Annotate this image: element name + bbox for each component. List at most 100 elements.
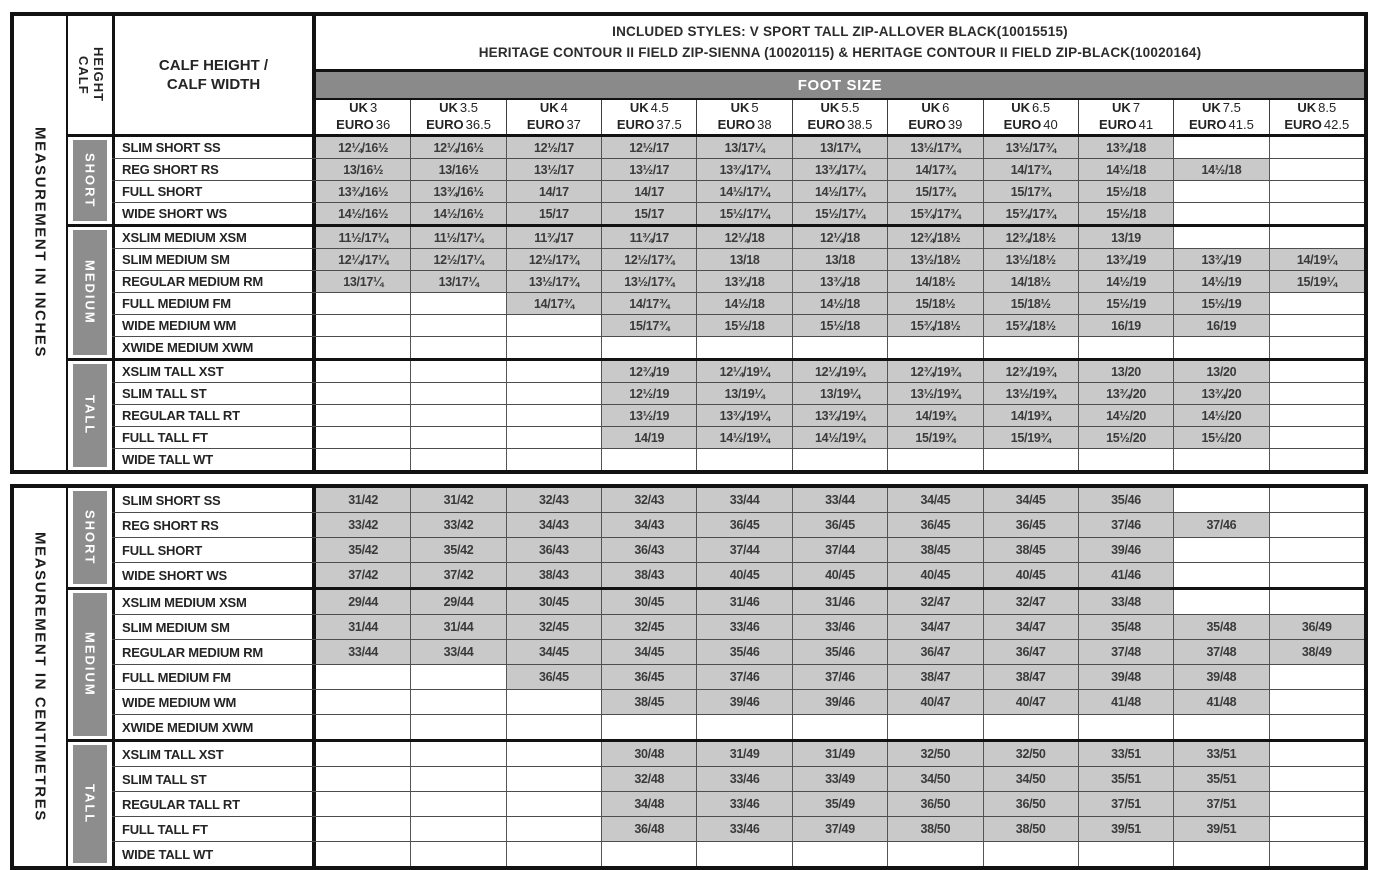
size-cell: 12¼/18 bbox=[792, 227, 889, 248]
size-cell: 14/18½ bbox=[888, 271, 984, 292]
size-cell bbox=[1269, 842, 1364, 866]
size-cell: 33/46 bbox=[697, 817, 793, 841]
row-label: FULL TALL FT bbox=[112, 427, 316, 448]
uk-size-header-cell: UK 5 EURO 38 bbox=[697, 100, 793, 134]
uk-size-prefix: UK bbox=[349, 100, 368, 116]
measurement-inches-side-column: MEASUREMENT IN INCHES bbox=[14, 16, 68, 470]
uk-size-prefix: UK bbox=[1201, 100, 1221, 116]
uk-size-prefix: UK bbox=[629, 100, 649, 116]
size-cell bbox=[411, 842, 507, 866]
size-cell bbox=[1078, 842, 1175, 866]
size-cell: 40/45 bbox=[792, 563, 889, 587]
size-cell: 37/44 bbox=[697, 538, 793, 562]
size-cell: 12½/17¾ bbox=[602, 249, 698, 270]
uk-size-number: 3 bbox=[369, 100, 378, 116]
table-row: SLIM SHORT SS 12¼/16½ 12¼/16½ 12½/17 12½/17 1… bbox=[112, 137, 1364, 159]
table-row: WIDE TALL WT bbox=[112, 449, 1364, 470]
calf-group-label-column: MEDIUM bbox=[68, 590, 112, 739]
row-label: SLIM TALL ST bbox=[112, 767, 316, 791]
size-cell: 32/50 bbox=[888, 742, 984, 766]
size-cell: 13/19 bbox=[1078, 227, 1175, 248]
size-cell bbox=[792, 842, 889, 866]
size-cell bbox=[411, 361, 507, 382]
size-cell: 13/17¼ bbox=[316, 271, 412, 292]
size-cell: 30/48 bbox=[602, 742, 698, 766]
size-cell: 13½/19 bbox=[602, 405, 698, 426]
euro-size-prefix: EURO bbox=[908, 117, 946, 133]
size-cell: 35/42 bbox=[411, 538, 507, 562]
row-cells: 12¼/16½ 12¼/16½ 12½/17 12½/17 13/17¼ 13/17¼ 13… bbox=[316, 137, 1364, 158]
size-cell bbox=[1269, 488, 1364, 512]
size-cell: 38/50 bbox=[888, 817, 984, 841]
size-cell: 15/17 bbox=[506, 203, 603, 224]
row-label: REGULAR MEDIUM RM bbox=[112, 271, 316, 292]
size-cell bbox=[506, 767, 603, 791]
euro-size-number: 37 bbox=[566, 117, 581, 133]
size-cell: 37/46 bbox=[1174, 513, 1270, 537]
size-cell bbox=[411, 767, 507, 791]
size-cell bbox=[697, 715, 793, 739]
size-cell bbox=[316, 293, 412, 314]
size-cell bbox=[1269, 159, 1364, 180]
euro-size-number: 41.5 bbox=[1228, 117, 1254, 133]
table-row: REG SHORT RS 33/42 33/42 34/43 34/43 36/45 36/… bbox=[112, 513, 1364, 538]
calf-group-label-column: TALL bbox=[68, 361, 112, 470]
uk-size-prefix: UK bbox=[1112, 100, 1131, 116]
size-cell bbox=[411, 337, 507, 358]
row-label: FULL MEDIUM FM bbox=[112, 293, 316, 314]
size-cell bbox=[1174, 715, 1270, 739]
uk-size-header-cell: UK 5.5 EURO 38.5 bbox=[793, 100, 889, 134]
size-cell: 11½/17¼ bbox=[411, 227, 507, 248]
size-cell: 33/49 bbox=[792, 767, 889, 791]
size-cell bbox=[1269, 137, 1364, 158]
size-cell: 12½/17¾ bbox=[506, 249, 603, 270]
euro-size-prefix: EURO bbox=[1284, 117, 1322, 133]
uk-size-number: 4 bbox=[560, 100, 568, 116]
row-cells: 13¾/16½ 13¾/16½ 14/17 14/17 14½/17¼ 14½/17¼ 15… bbox=[316, 181, 1364, 202]
size-cell bbox=[316, 767, 412, 791]
size-table-centimetres: MEASUREMENT IN CENTIMETRES SHORT SLIM SHO… bbox=[10, 484, 1368, 870]
row-label: SLIM SHORT SS bbox=[112, 137, 316, 158]
table-row: REGULAR TALL RT 34/48 33/46 35/49 36/50 36/50… bbox=[112, 792, 1364, 817]
size-cell bbox=[1174, 563, 1270, 587]
row-label: REG SHORT RS bbox=[112, 159, 316, 180]
size-cell: 38/50 bbox=[983, 817, 1079, 841]
euro-size-line: EURO 40 bbox=[1004, 117, 1058, 134]
size-cell bbox=[1269, 449, 1364, 470]
size-cell bbox=[506, 361, 603, 382]
euro-size-prefix: EURO bbox=[526, 117, 565, 133]
size-cell bbox=[316, 690, 412, 714]
uk-size-prefix: UK bbox=[439, 100, 458, 116]
calf-group-label-box: TALL bbox=[73, 745, 107, 863]
size-cell bbox=[411, 293, 507, 314]
group-rows: XSLIM TALL XST 30/48 31/49 31/49 32/50 32/50 3… bbox=[112, 742, 1364, 866]
size-cell: 13/17¼ bbox=[697, 137, 793, 158]
size-cell: 32/43 bbox=[602, 488, 698, 512]
size-cell: 32/47 bbox=[983, 590, 1079, 614]
size-cell bbox=[506, 449, 603, 470]
size-cell: 15½/19 bbox=[1174, 293, 1270, 314]
size-cell: 34/45 bbox=[983, 488, 1079, 512]
size-cell: 37/51 bbox=[1078, 792, 1175, 816]
calf-group-label-box: MEDIUM bbox=[73, 593, 107, 736]
size-cell bbox=[506, 427, 603, 448]
size-cell bbox=[1269, 361, 1364, 382]
size-cell: 36/50 bbox=[983, 792, 1079, 816]
euro-size-line: EURO 37.5 bbox=[617, 117, 682, 134]
size-cell bbox=[1269, 227, 1364, 248]
size-cell: 15¾/17¾ bbox=[888, 203, 984, 224]
size-cell: 14/17 bbox=[506, 181, 603, 202]
inches-table-main: CALF HEIGHT CALF HEIGHT / CALF WIDTH INC… bbox=[68, 16, 1364, 470]
group-rows: SLIM SHORT SS 31/42 31/42 32/43 32/43 33/44 33… bbox=[112, 488, 1364, 587]
size-cell: 36/43 bbox=[506, 538, 603, 562]
size-cell: 33/51 bbox=[1174, 742, 1270, 766]
size-cell: 31/49 bbox=[697, 742, 793, 766]
size-cell: 11½/17¼ bbox=[316, 227, 412, 248]
size-cell bbox=[1269, 715, 1364, 739]
size-cell: 32/48 bbox=[602, 767, 698, 791]
row-cells: 30/48 31/49 31/49 32/50 32/50 33/51 33/51 bbox=[316, 742, 1364, 766]
table-row: REGULAR TALL RT 13½/19 13¾/19¼ 13¾/19¼ 14/19… bbox=[112, 405, 1364, 427]
size-cell bbox=[1078, 715, 1175, 739]
size-cell: 36/45 bbox=[983, 513, 1079, 537]
uk-size-line: UK 7 bbox=[1112, 100, 1140, 117]
